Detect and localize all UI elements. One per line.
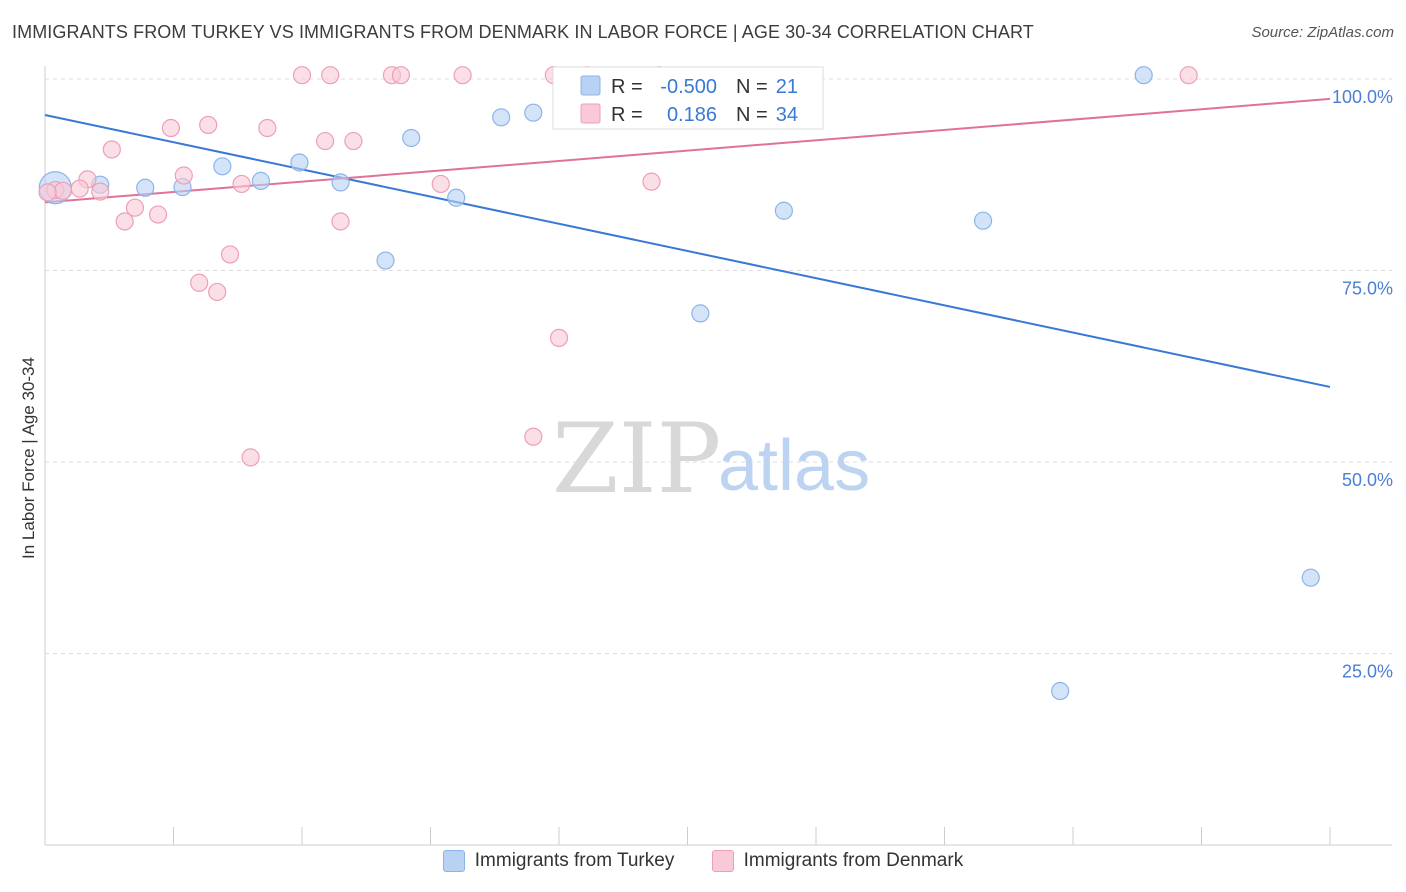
stats-swatch-turkey (580, 75, 601, 96)
tick-labels: 100.0%75.0%50.0%25.0%0.0%10.0% (1332, 87, 1393, 682)
stats-turkey-r-value: -0.500 (660, 76, 717, 98)
data-point-turkey (402, 128, 421, 148)
data-point-turkey (376, 251, 395, 270)
trend-line-turkey (44, 114, 1331, 388)
data-point-denmark (161, 118, 181, 138)
data-point-turkey (524, 103, 543, 122)
data-point-turkey (251, 171, 270, 190)
legend: Immigrants from Turkey Immigrants from D… (0, 850, 1406, 878)
chart-source: Source: ZipAtlas.com (1251, 24, 1394, 41)
stats-denmark-n-value: 34 (776, 104, 798, 126)
stats-turkey-r-label: R = (611, 76, 643, 98)
data-point-turkey (1051, 681, 1070, 701)
chart-title: IMMIGRANTS FROM TURKEY VS IMMIGRANTS FRO… (12, 22, 1034, 42)
axes (44, 66, 1392, 846)
y-axis-label: In Labor Force | Age 30-34 (19, 357, 38, 559)
data-point-denmark (391, 66, 411, 85)
data-point-denmark (549, 328, 569, 348)
data-point-denmark (344, 131, 363, 151)
stats-box: R = -0.500 N = 21 R = 0.186 N = 34 (552, 66, 824, 130)
data-point-denmark (174, 166, 193, 185)
data-point-denmark (115, 212, 134, 231)
data-point-denmark (642, 172, 661, 191)
data-point-turkey (331, 173, 350, 192)
data-point-denmark (190, 273, 209, 292)
data-point-denmark (70, 179, 89, 198)
data-point-denmark (1179, 66, 1198, 85)
stats-swatch-denmark (580, 103, 601, 124)
data-point-turkey (774, 201, 793, 220)
data-point-turkey (1301, 568, 1320, 587)
watermark: ZIP atlas (552, 403, 870, 515)
data-point-turkey (290, 153, 309, 172)
data-point-turkey (447, 188, 466, 207)
y-tick-label: 50.0% (1342, 470, 1393, 490)
data-point-denmark (232, 174, 251, 194)
grid-lines (45, 78, 1392, 654)
legend-item-turkey: Immigrants from Turkey (442, 850, 675, 872)
data-point-denmark (199, 115, 218, 135)
data-point-denmark (331, 212, 350, 231)
data-point-denmark (321, 66, 340, 85)
data-point-turkey (691, 304, 710, 323)
y-tick-label: 100.0% (1332, 87, 1393, 107)
data-point-denmark (208, 282, 227, 302)
data-point-turkey (136, 178, 155, 197)
stats-turkey-n-label: N = (736, 76, 768, 98)
data-point-denmark (148, 205, 168, 224)
data-point-denmark (524, 427, 543, 446)
data-point-denmark (258, 118, 277, 138)
data-point-denmark (431, 174, 450, 194)
stats-denmark-r-value: 0.186 (667, 104, 717, 126)
trend-lines (44, 97, 1331, 388)
data-point-denmark (292, 66, 312, 85)
legend-item-denmark: Immigrants from Denmark (711, 850, 964, 872)
data-point-denmark (91, 182, 110, 201)
data-point-turkey (213, 157, 232, 176)
stats-denmark-r-label: R = (611, 104, 643, 126)
stats-turkey-n-value: 21 (776, 76, 798, 98)
watermark-atlas: atlas (718, 426, 870, 506)
watermark-zip: ZIP (552, 403, 721, 515)
data-point-denmark (125, 198, 145, 217)
data-point-denmark (453, 66, 472, 85)
data-point-turkey (1134, 66, 1153, 85)
data-point-denmark (241, 448, 260, 467)
y-tick-label: 75.0% (1342, 279, 1393, 299)
legend-label-denmark: Immigrants from Denmark (743, 850, 964, 871)
scatter-chart: ZIP atlas 100.0%75.0%50.0%25.0%0.0%10.0%… (19, 66, 1393, 846)
data-points (38, 66, 1320, 701)
data-point-denmark (53, 181, 73, 200)
data-point-denmark (102, 140, 121, 159)
y-tick-label: 25.0% (1342, 662, 1393, 682)
data-point-turkey (973, 211, 993, 230)
legend-label-turkey: Immigrants from Turkey (474, 850, 675, 871)
stats-denmark-n-label: N = (736, 104, 768, 126)
legend-swatch-denmark (711, 850, 734, 872)
data-point-denmark (316, 131, 335, 151)
legend-swatch-turkey (442, 850, 465, 872)
data-point-denmark (38, 183, 57, 202)
data-point-turkey (492, 108, 511, 127)
data-point-denmark (220, 245, 240, 264)
